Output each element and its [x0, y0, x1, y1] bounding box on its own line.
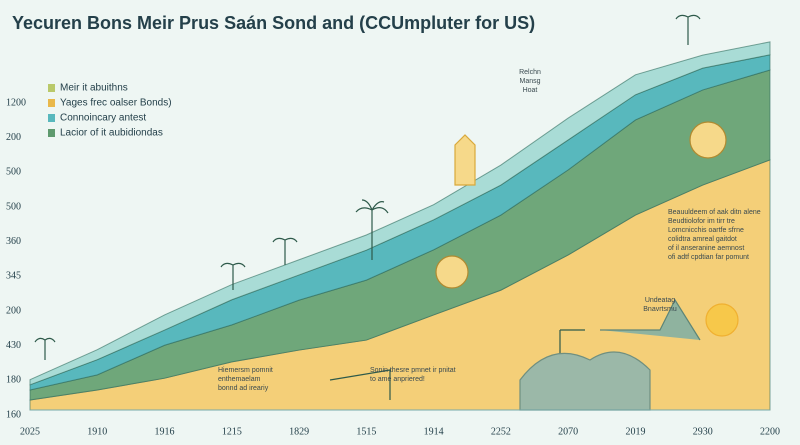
annotation: Beauuldeem of aak ditn alene — [668, 209, 761, 216]
annotation: Sonin thesre pmnet ir pnitat — [370, 367, 456, 374]
y-tick-label: 345 — [6, 271, 21, 282]
legend-label: Connoincary antest — [60, 113, 146, 124]
x-tick-label: 1829 — [289, 426, 309, 437]
x-tick-label: 1215 — [222, 426, 242, 437]
x-tick-label: 1910 — [87, 426, 107, 437]
plot-area — [29, 41, 771, 411]
annotation: Hoat — [523, 87, 538, 94]
annotation: Beudtiolofor im tirr tre — [668, 218, 735, 225]
annotation: colidtra amreal gaitdot — [668, 236, 737, 243]
annotation: Relchn — [519, 69, 541, 76]
y-tick-label: 360 — [6, 236, 21, 247]
x-tick-label: 2252 — [491, 426, 511, 437]
x-tick-label: 2019 — [625, 426, 645, 437]
legend-label: Lacior of it aubidiondas — [60, 128, 163, 139]
legend-label: Yages frec oalser Bonds) — [60, 98, 172, 109]
legend-swatch — [48, 114, 55, 122]
x-tick-label: 2070 — [558, 426, 578, 437]
legend-swatch — [48, 84, 55, 92]
annotation: Mansg — [519, 78, 540, 85]
y-tick-label: 500 — [6, 167, 21, 178]
x-tick-label: 2025 — [20, 426, 40, 437]
scenery — [34, 14, 739, 411]
legend-label: Meir it abuithns — [60, 83, 128, 94]
y-tick-label: 200 — [6, 132, 21, 143]
annotation: Hiemersm pomnit — [218, 367, 273, 374]
chart-title: Yecuren Bons Meir Prus Saán Sond and (CC… — [12, 13, 535, 33]
y-tick-label: 1200 — [6, 97, 26, 108]
annotation: bonnd ad ireariy — [218, 385, 269, 392]
y-tick-label: 500 — [6, 201, 21, 212]
y-tick-label: 160 — [6, 409, 21, 420]
annotation: of il anseranine aemnost — [668, 245, 744, 252]
x-tick-label: 1916 — [155, 426, 175, 437]
x-tick-label: 2200 — [760, 426, 780, 437]
annotation: ofi adtf cpdtian far pomunt — [668, 254, 749, 261]
y-tick-label: 430 — [6, 340, 21, 351]
area — [29, 41, 771, 386]
x-tick-label: 1515 — [356, 426, 376, 437]
x-tick-label: 1914 — [424, 426, 444, 437]
legend-swatch — [48, 129, 55, 137]
annotation: Bnavrtsmu — [643, 306, 677, 313]
y-tick-label: 180 — [6, 375, 21, 386]
x-tick-label: 2930 — [693, 426, 713, 437]
annotation: Undeatag — [645, 297, 675, 304]
annotation: Lomcnicchis oartfe sfrne — [668, 227, 744, 234]
annotation: to ame anpriered! — [370, 376, 425, 383]
y-tick-label: 200 — [6, 305, 21, 316]
legend-swatch — [48, 99, 55, 107]
annotation: enthemaelam — [218, 376, 261, 383]
